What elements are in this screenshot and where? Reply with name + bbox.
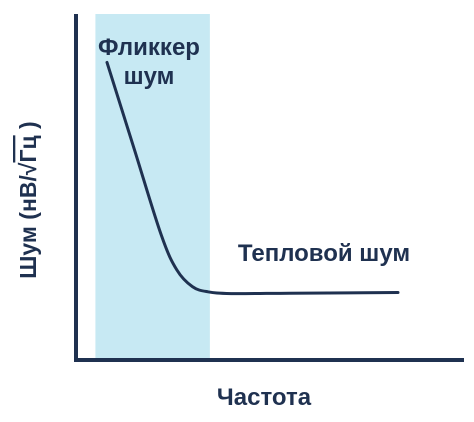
svg-text:Шум (нВ/√Гц ): Шум (нВ/√Гц ) <box>15 121 41 278</box>
y-axis-label: Шум (нВ/√Гц ) <box>15 121 41 278</box>
flicker-noise-label-line1: Фликкер <box>98 34 200 61</box>
flicker-noise-region <box>95 14 210 360</box>
y-axis-label-radical-argument: Гц <box>15 135 41 162</box>
y-axis-label-suffix: ) <box>15 121 41 135</box>
thermal-noise-label: Тепловой шум <box>238 240 410 267</box>
y-axis-label-prefix: Шум (нВ/ <box>15 175 41 279</box>
x-axis-label: Частота <box>217 384 312 411</box>
flicker-noise-label-line2: шум <box>124 63 175 90</box>
y-axis-label-radical-sign: √ <box>15 162 41 175</box>
noise-curve-line <box>105 60 400 296</box>
